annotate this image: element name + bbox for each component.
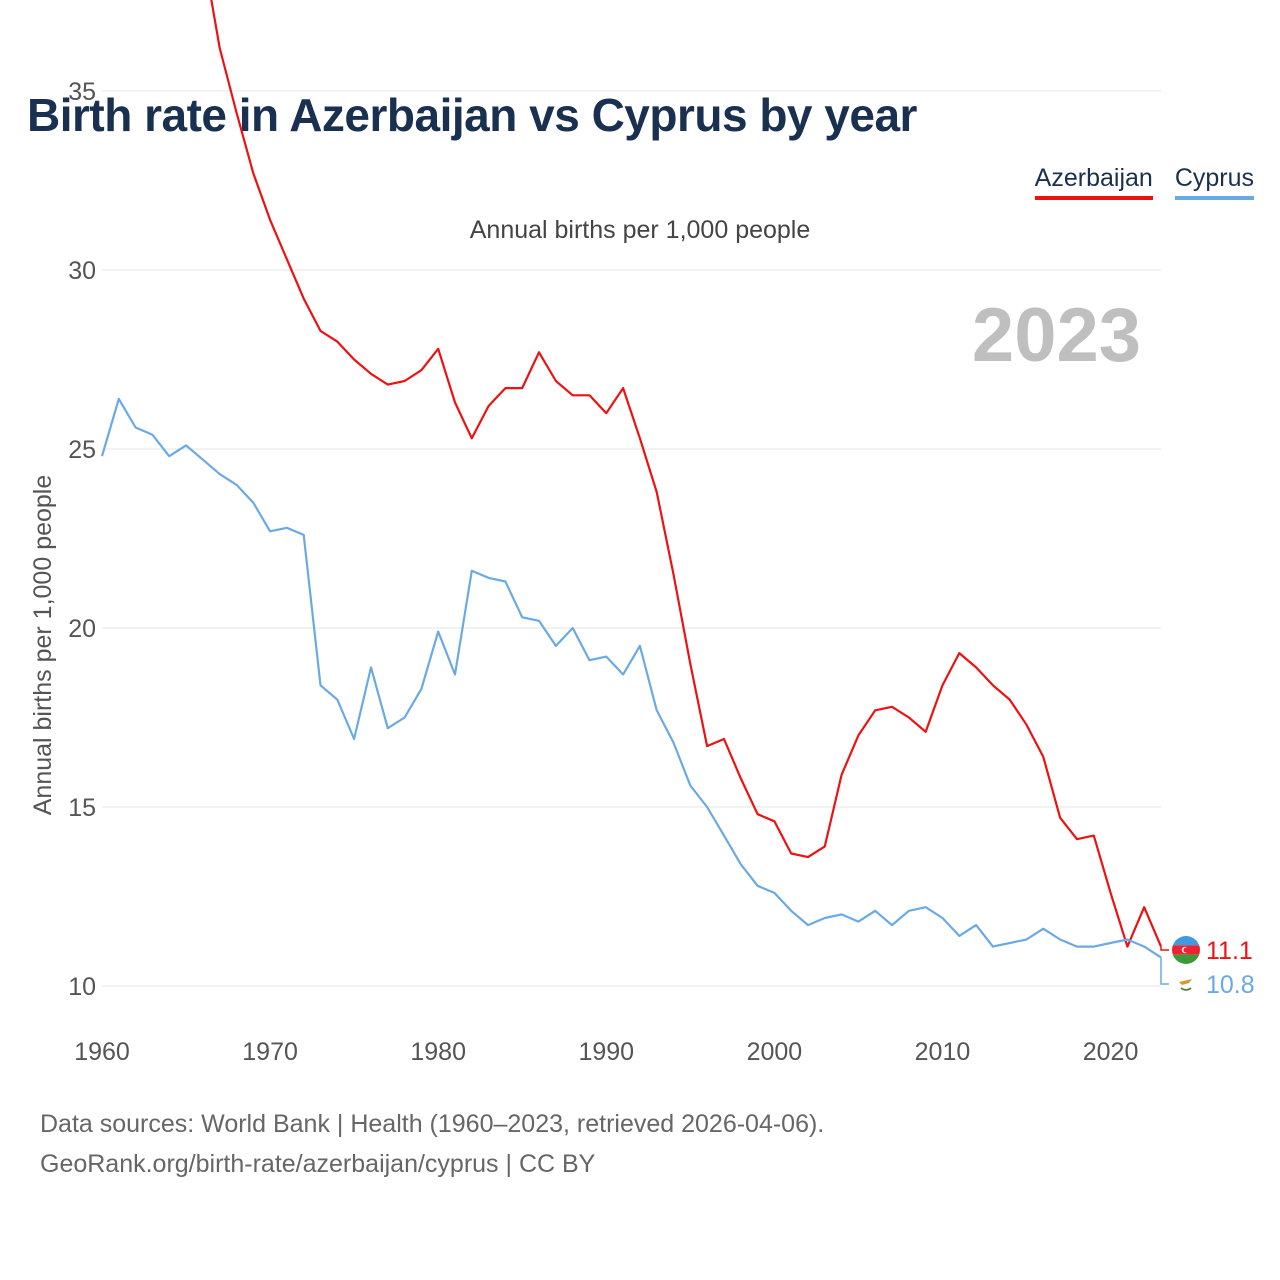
cyprus-end-connector [1160,957,1169,985]
chart-title: Birth rate in Azerbaijan vs Cyprus by ye… [27,89,917,141]
legend: Azerbaijan Cyprus [1034,164,1254,200]
legend-item-azerbaijan[interactable]: Azerbaijan [1034,164,1153,200]
x-tick-label-2020: 2020 [1083,1038,1139,1066]
y-tick-label-30: 30 [68,257,96,285]
cyprus-end-value: 10.8 [1206,971,1255,999]
legend-item-cyprus[interactable]: Cyprus [1174,164,1254,200]
footer: Data sources: World Bank | Health (1960–… [40,1104,824,1184]
azerbaijan-end-connector [1160,946,1169,951]
azerbaijan-flag-icon [1172,936,1200,964]
y-tick-label-25: 25 [68,436,96,464]
y-axis-label: Annual births per 1,000 people [29,475,57,816]
cyprus-flag-icon [1172,970,1200,998]
year-watermark: 2023 [972,293,1141,378]
x-tick-label-1960: 1960 [74,1038,130,1066]
x-tick-label-1990: 1990 [578,1038,634,1066]
source-url[interactable]: GeoRank.org/birth-rate/azerbaijan/cyprus… [40,1150,596,1178]
azerbaijan-end-value: 11.1 [1206,937,1253,965]
y-tick-label-20: 20 [68,615,96,643]
y-tick-label-10: 10 [68,973,96,1001]
series-line-azerbaijan [210,0,1163,948]
x-tick-label-2010: 2010 [915,1038,971,1066]
x-tick-label-2000: 2000 [747,1038,803,1066]
y-tick-label-35: 35 [68,78,96,106]
x-tick-label-1980: 1980 [410,1038,466,1066]
y-tick-label-15: 15 [68,794,96,822]
x-tick-label-1970: 1970 [242,1038,298,1066]
chart-subtitle: Annual births per 1,000 people [469,216,811,244]
series-line-cyprus [100,397,1162,959]
data-source-note: Data sources: World Bank | Health (1960–… [40,1110,825,1138]
